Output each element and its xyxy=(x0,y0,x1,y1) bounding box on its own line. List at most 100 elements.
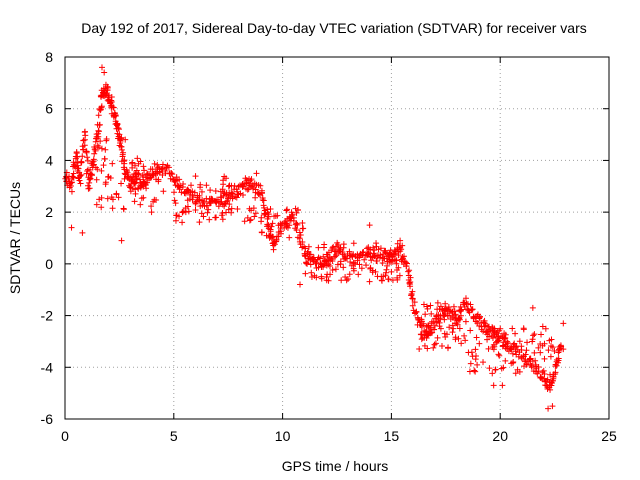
data-point xyxy=(522,357,529,364)
data-point xyxy=(416,346,423,353)
data-point xyxy=(529,336,536,343)
data-point xyxy=(140,179,147,186)
data-point xyxy=(295,206,302,213)
data-point xyxy=(547,353,554,360)
data-point xyxy=(422,311,429,318)
data-point xyxy=(176,176,183,183)
data-point xyxy=(427,302,434,309)
data-point xyxy=(101,69,108,76)
data-point xyxy=(403,260,410,267)
data-point xyxy=(489,324,496,331)
data-point xyxy=(467,327,474,334)
data-point xyxy=(418,316,425,323)
data-point xyxy=(302,245,309,252)
data-point xyxy=(158,166,165,173)
data-point xyxy=(382,272,389,279)
data-point xyxy=(489,370,496,377)
data-point xyxy=(396,272,403,279)
data-point xyxy=(424,332,431,339)
data-point xyxy=(198,188,205,195)
y-tick-label: 6 xyxy=(45,101,53,117)
data-point xyxy=(135,170,142,177)
data-point xyxy=(171,197,178,204)
data-point xyxy=(252,194,259,201)
data-point xyxy=(134,155,141,162)
data-point xyxy=(503,343,510,350)
data-point xyxy=(288,209,295,216)
data-point xyxy=(524,339,531,346)
data-point xyxy=(80,137,87,144)
data-point xyxy=(290,214,297,221)
data-point xyxy=(499,382,506,389)
data-point xyxy=(120,149,127,156)
data-point xyxy=(92,164,99,171)
data-point xyxy=(77,173,84,180)
data-point xyxy=(79,229,86,236)
data-point xyxy=(189,196,196,203)
data-point xyxy=(467,301,474,308)
data-point xyxy=(522,351,529,358)
data-point xyxy=(384,262,391,269)
data-point xyxy=(552,369,559,376)
data-point xyxy=(430,344,437,351)
data-point xyxy=(159,161,166,168)
data-point xyxy=(135,160,142,167)
x-tick-label: 5 xyxy=(170,428,178,444)
data-point xyxy=(406,280,413,287)
data-point xyxy=(496,352,503,359)
data-point xyxy=(73,150,80,157)
data-point xyxy=(329,245,336,252)
data-point xyxy=(225,183,232,190)
data-point xyxy=(179,219,186,226)
data-point xyxy=(80,146,87,153)
data-point xyxy=(133,175,140,182)
data-point xyxy=(438,342,445,349)
data-point xyxy=(213,214,220,221)
data-point xyxy=(299,225,306,232)
data-point xyxy=(255,190,262,197)
y-tick-label: -4 xyxy=(41,359,54,375)
data-point xyxy=(323,274,330,281)
data-point xyxy=(130,173,137,180)
data-point xyxy=(89,162,96,169)
data-point xyxy=(95,128,102,135)
data-point xyxy=(86,176,93,183)
data-point xyxy=(140,163,147,170)
data-point xyxy=(168,170,175,177)
data-point xyxy=(81,136,88,143)
data-point xyxy=(171,178,178,185)
data-point xyxy=(165,164,172,171)
data-point xyxy=(547,371,554,378)
data-point xyxy=(486,365,493,372)
data-point xyxy=(550,373,557,380)
data-point xyxy=(221,203,228,210)
data-point xyxy=(185,208,192,215)
data-point xyxy=(192,173,199,180)
data-point xyxy=(422,329,429,336)
data-point xyxy=(516,338,523,345)
data-point xyxy=(310,254,317,261)
data-point xyxy=(469,306,476,313)
data-point xyxy=(225,194,232,201)
data-point xyxy=(474,361,481,368)
data-point xyxy=(104,195,111,202)
data-point xyxy=(401,253,408,260)
data-point xyxy=(172,200,179,207)
data-point xyxy=(432,340,439,347)
data-point xyxy=(131,180,138,187)
data-point xyxy=(98,64,105,71)
data-point xyxy=(109,196,116,203)
data-point xyxy=(337,258,344,265)
data-point xyxy=(383,266,390,273)
data-point xyxy=(173,212,180,219)
data-point xyxy=(308,269,315,276)
y-tick-label: 8 xyxy=(45,49,53,65)
data-point xyxy=(223,209,230,216)
data-point xyxy=(98,204,105,211)
data-point xyxy=(121,175,128,182)
data-point xyxy=(358,265,365,272)
data-point xyxy=(149,166,156,173)
data-point xyxy=(340,264,347,271)
data-point xyxy=(159,171,166,178)
data-point xyxy=(409,302,416,309)
